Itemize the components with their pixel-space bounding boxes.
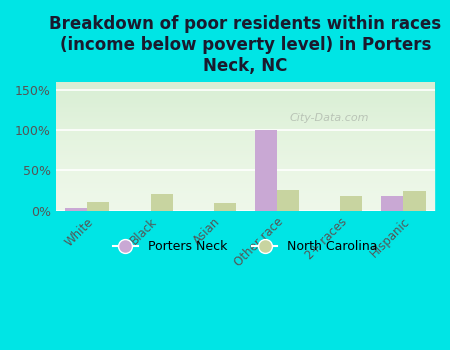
Title: Breakdown of poor residents within races
(income below poverty level) in Porters: Breakdown of poor residents within races… — [50, 15, 441, 75]
Bar — [381, 196, 403, 211]
Bar — [340, 196, 362, 211]
Text: City-Data.com: City-Data.com — [289, 113, 369, 123]
Bar — [255, 130, 277, 211]
Bar — [403, 191, 426, 211]
Bar — [277, 190, 299, 211]
Legend: Porters Neck, North Carolina: Porters Neck, North Carolina — [108, 236, 383, 258]
Bar — [214, 203, 236, 211]
Bar — [65, 208, 87, 211]
Bar — [151, 194, 173, 211]
Bar — [87, 202, 109, 211]
